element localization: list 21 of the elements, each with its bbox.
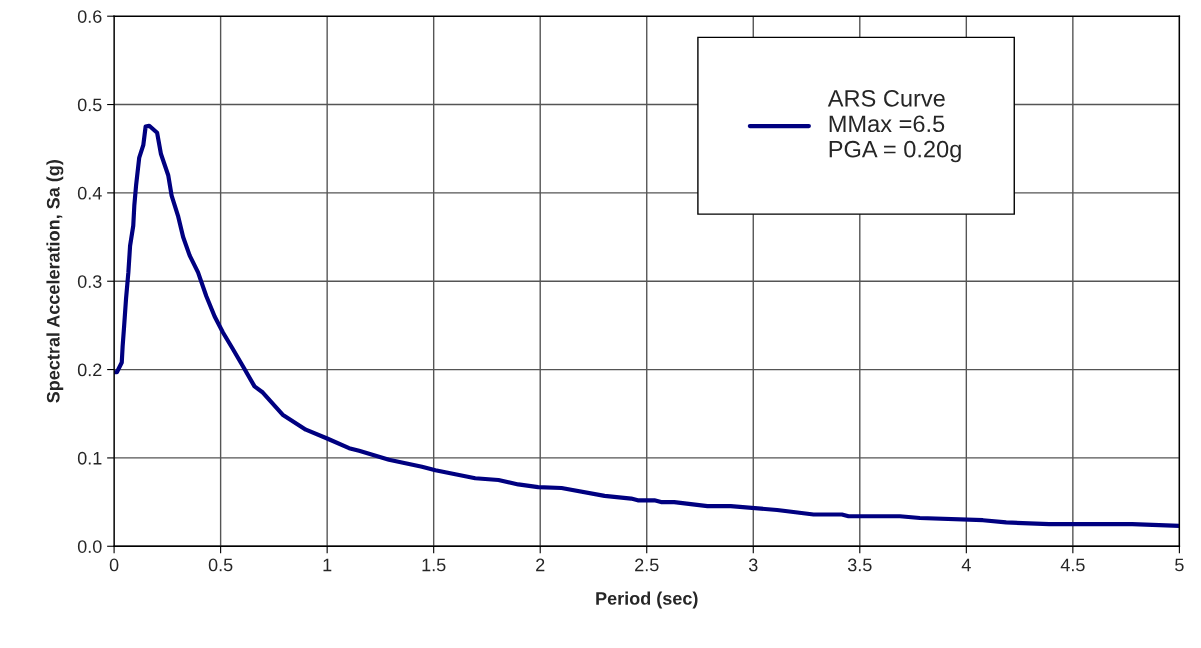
y-tick-label: 0.1 [77, 451, 102, 465]
x-axis-title: Period (sec) [596, 591, 698, 609]
y-tick-label: 0.2 [77, 363, 102, 377]
x-tick-label: 3 [748, 558, 758, 572]
y-tick-label: 0.4 [77, 186, 102, 200]
x-tick-label: 3.5 [847, 558, 872, 572]
x-tick-label: 0.5 [208, 558, 233, 572]
x-tick-label: 5 [1175, 558, 1184, 572]
y-tick-label: 0.3 [77, 275, 102, 288]
x-tick-label: 2 [536, 558, 545, 572]
x-tick-label: 4.5 [1060, 558, 1085, 572]
y-axis-title: Spectral Acceleration, Sa (g) [46, 160, 64, 403]
y-tick-label: 0.5 [77, 98, 102, 112]
x-tick-label: 4 [961, 558, 971, 572]
legend-label: ARS Curve MMax =6.5 PGA = 0.20g [827, 89, 961, 163]
y-tick-label: 0.0 [77, 540, 102, 553]
x-tick-label: 1 [323, 558, 332, 572]
x-tick-label: 0 [109, 558, 119, 572]
y-tick-label: 0.6 [77, 10, 102, 23]
x-tick-label: 2.5 [635, 558, 659, 572]
x-tick-label: 1.5 [422, 558, 446, 572]
